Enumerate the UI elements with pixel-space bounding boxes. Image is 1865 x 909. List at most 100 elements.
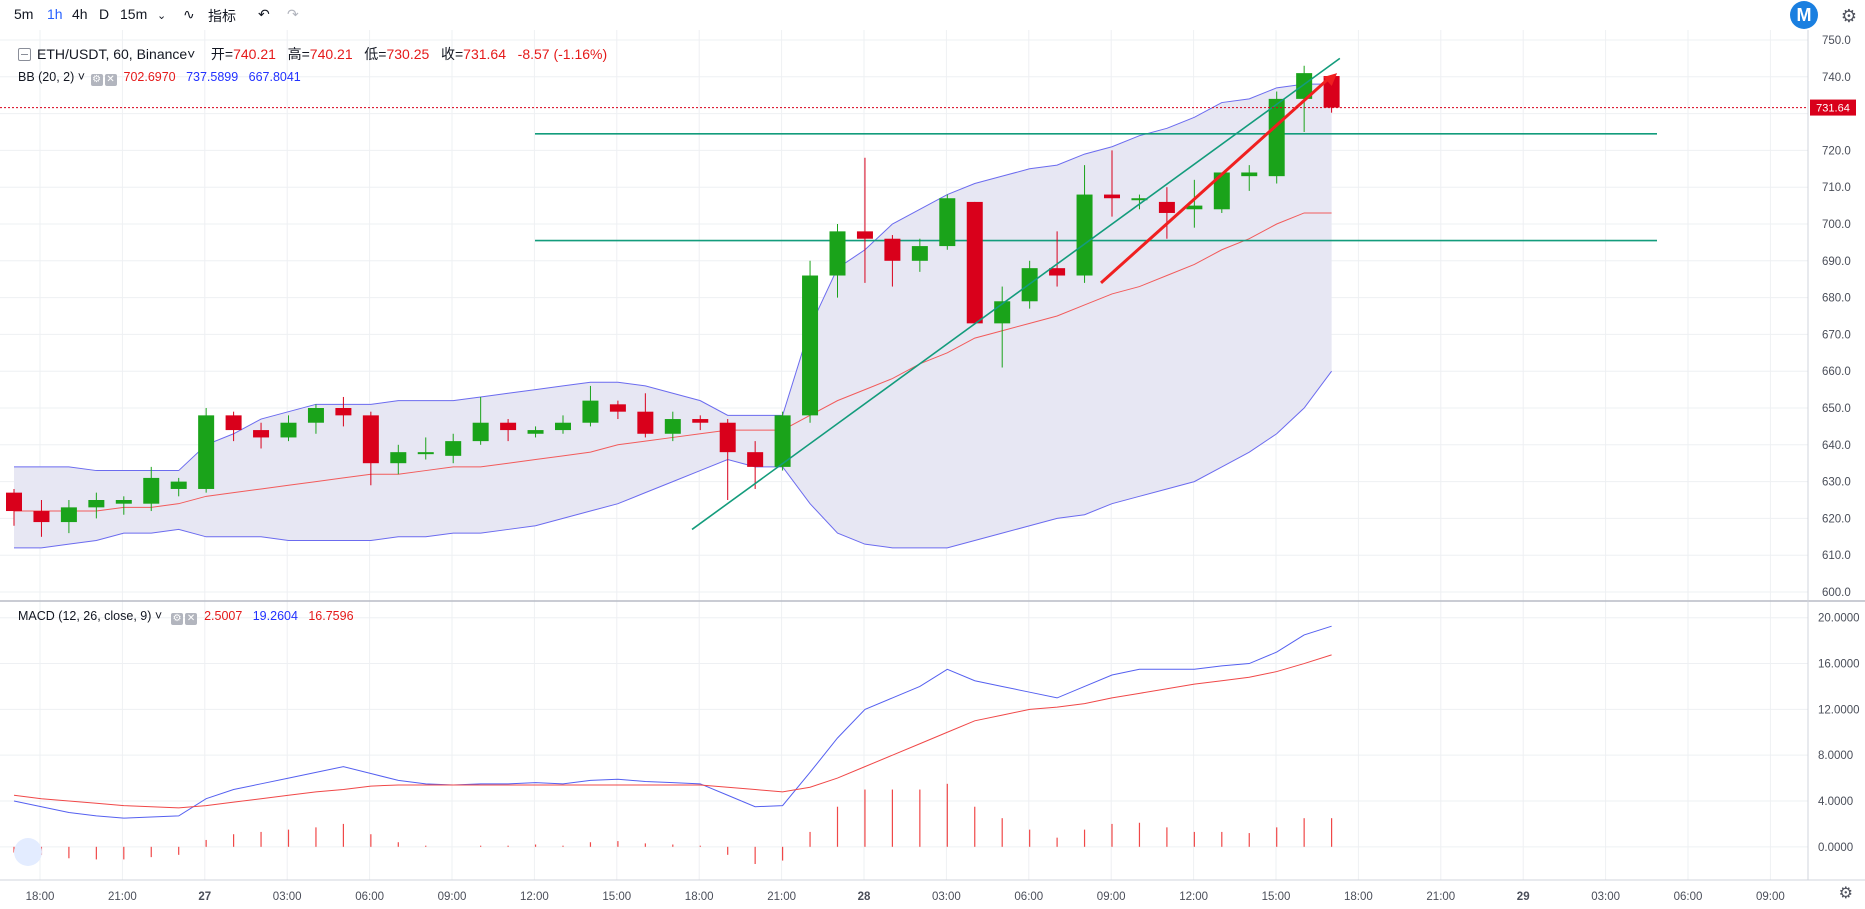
candle [609, 404, 626, 412]
gear-icon[interactable]: ⚙ [1838, 885, 1853, 902]
time-tick-label: 09:00 [1097, 891, 1126, 903]
tradingview-logo[interactable] [14, 838, 42, 866]
high-value: 740.21 [309, 46, 353, 62]
time-tick-label: 09:00 [1756, 891, 1785, 903]
price-tick-label: 670.0 [1822, 329, 1851, 341]
close-label: 收 [440, 46, 455, 62]
macd-hist-value: 2.5007 [204, 609, 243, 623]
interval-5m-button[interactable]: 5m [14, 6, 34, 22]
price-tick-label: 630.0 [1822, 477, 1851, 489]
time-tick-label: 09:00 [438, 891, 467, 903]
candle [802, 275, 819, 416]
close-value: 731.64 [463, 46, 506, 62]
candle [1186, 205, 1203, 210]
bb-upper-value: 737.5899 [186, 70, 239, 84]
chevron-down-icon[interactable]: ˅ [187, 46, 196, 62]
price-tick-label: 660.0 [1822, 366, 1851, 378]
candle [774, 415, 791, 467]
time-tick-label: 18:00 [26, 891, 55, 903]
indicators-icon[interactable]: ∿ [183, 6, 195, 22]
candle [335, 408, 352, 416]
time-tick-label: 29 [1517, 891, 1530, 903]
macd-label[interactable]: MACD (12, 26, close, 9) [18, 609, 152, 623]
low-value: 730.25 [386, 46, 430, 62]
time-tick-label: 15:00 [1262, 891, 1291, 903]
candle [390, 452, 407, 464]
high-label: 高 [287, 46, 302, 62]
interval-1h-button[interactable]: 1h [47, 6, 63, 22]
close-icon[interactable]: ✕ [185, 613, 198, 625]
price-tick-label: 680.0 [1822, 293, 1851, 305]
trend-line [691, 57, 1341, 531]
interval-4h-button[interactable]: 4h [72, 6, 88, 22]
price-tick-label: 650.0 [1822, 403, 1851, 415]
gear-icon[interactable]: ⚙ [1840, 6, 1857, 26]
macd-signal-value: 16.7596 [308, 609, 354, 623]
price-tick-label: 620.0 [1822, 513, 1851, 525]
price-tick-label: 720.0 [1822, 145, 1851, 157]
candle [280, 422, 297, 438]
candle [500, 422, 517, 431]
candle [664, 419, 681, 434]
macd-legend: MACD (12, 26, close, 9) ˅ ⚙ ✕ 2.5007 19.2… [18, 609, 354, 625]
candle [1241, 172, 1258, 177]
symbol-label[interactable]: ETH/USDT, 60, Binance [37, 46, 188, 62]
macd-line [13, 625, 1332, 819]
macd-tick-label: 16.0000 [1818, 659, 1860, 671]
time-tick-label: 15:00 [602, 891, 631, 903]
open-value: 740.21 [233, 46, 276, 62]
macd-signal-line [13, 654, 1332, 809]
candle [884, 238, 901, 261]
candle [1158, 201, 1175, 213]
candle [1076, 194, 1093, 276]
candle [939, 198, 956, 247]
top-toolbar: 5m 1h 4h D 15m ⌄ ∿ 指标 ↶ ↷ M ⚙ [0, 0, 1865, 30]
arrow-head [1323, 73, 1338, 87]
bb-lower-line [14, 370, 1333, 549]
time-tick-label: 03:00 [932, 891, 961, 903]
time-tick-label: 06:00 [1014, 891, 1043, 903]
candle [966, 201, 983, 324]
interval-d-button[interactable]: D [99, 6, 110, 22]
indicators-button[interactable]: 指标 [208, 8, 236, 24]
interval-15m-button[interactable]: 15m [120, 6, 148, 22]
candle [115, 500, 132, 504]
candle [253, 430, 270, 438]
candle [911, 246, 928, 261]
close-icon[interactable]: ✕ [104, 74, 117, 86]
settings-icon[interactable]: ⚙ [90, 74, 103, 86]
candle [719, 422, 736, 453]
candle [1104, 194, 1120, 199]
candle [1213, 172, 1230, 210]
price-tick-label: 710.0 [1822, 182, 1851, 194]
main-legend: ETH/USDT, 60, Binance˅ 开=740.21 高=740.21… [18, 44, 607, 64]
bb-label[interactable]: BB (20, 2) [18, 70, 75, 84]
undo-icon[interactable]: ↶ [258, 6, 270, 22]
settings-icon[interactable]: ⚙ [171, 613, 184, 625]
time-tick-label: 21:00 [1426, 891, 1455, 903]
candle [88, 500, 105, 508]
candle [637, 411, 654, 434]
candle [225, 415, 242, 431]
candle [1323, 76, 1340, 108]
low-label: 低 [364, 46, 379, 62]
bb-basis-value: 702.6970 [123, 70, 176, 84]
last-price-label: 731.64 [1816, 103, 1850, 115]
time-tick-label: 03:00 [1591, 891, 1620, 903]
redo-icon[interactable]: ↷ [287, 6, 299, 22]
macd-tick-label: 12.0000 [1818, 704, 1860, 716]
chevron-down-icon[interactable]: ˅ [74, 70, 86, 84]
time-tick-label: 18:00 [1344, 891, 1373, 903]
collapse-icon[interactable] [18, 48, 31, 61]
macd-tick-label: 20.0000 [1818, 613, 1860, 625]
candle [829, 231, 846, 276]
candle [555, 422, 571, 431]
macd-tick-label: 4.0000 [1818, 796, 1853, 808]
candle [362, 415, 379, 464]
price-tick-label: 640.0 [1822, 440, 1851, 452]
candle [1268, 98, 1285, 177]
chevron-down-icon[interactable]: ⌄ [157, 10, 167, 22]
chevron-down-icon[interactable]: ˅ [151, 609, 163, 623]
candle [472, 422, 489, 442]
